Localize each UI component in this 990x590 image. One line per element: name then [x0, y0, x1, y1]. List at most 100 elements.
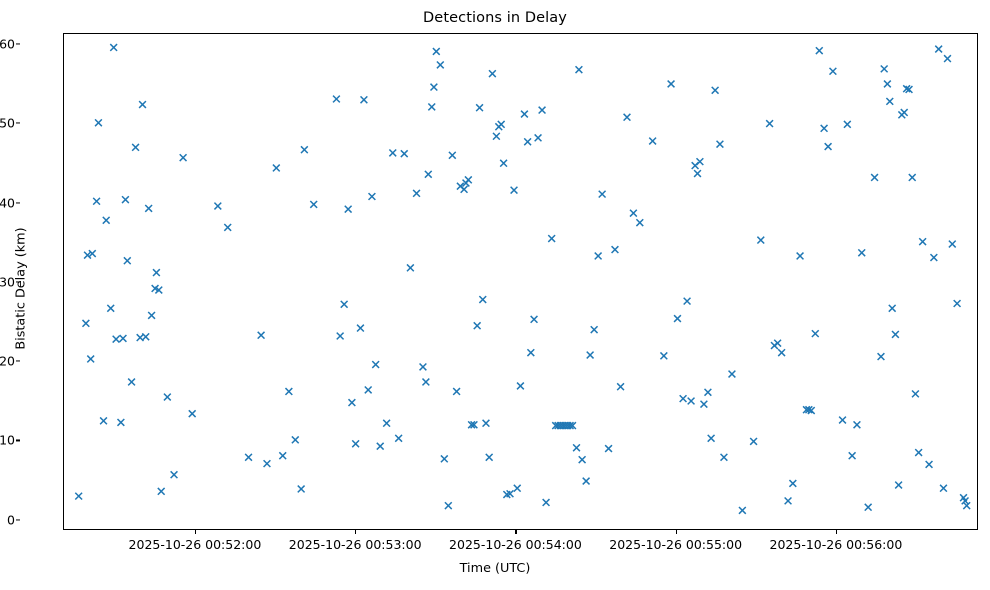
scatter-point [961, 496, 970, 505]
y-tick-mark [16, 122, 20, 124]
scatter-point [223, 223, 232, 232]
scatter-point [828, 67, 837, 76]
scatter-point [376, 442, 385, 451]
scatter-point [460, 185, 469, 194]
scatter-point [914, 448, 923, 457]
y-tick-label: 20 [0, 353, 15, 369]
y-tick-mark [16, 519, 20, 521]
scatter-point [154, 286, 163, 294]
x-tick-label: 2025-10-26 00:54:00 [449, 537, 582, 552]
scatter-point [94, 118, 103, 127]
scatter-point [131, 143, 140, 152]
scatter-point [568, 421, 577, 430]
scatter-point [885, 97, 894, 106]
scatter-point [857, 248, 866, 257]
scatter-point [336, 332, 345, 340]
scatter-point [594, 252, 603, 260]
y-axis: 0 10 20 30 40 50 60 [0, 0, 63, 590]
y-tick-mark [16, 202, 20, 204]
scatter-point [888, 304, 897, 313]
x-tick-label: 2025-10-26 00:52:00 [128, 537, 262, 552]
scatter-point [788, 479, 797, 488]
scatter-point [119, 334, 127, 343]
scatter-point [109, 43, 118, 52]
y-tick-mark [16, 43, 20, 45]
scatter-point [807, 406, 816, 415]
scatter-point [749, 437, 758, 446]
scatter-point [388, 148, 397, 157]
scatter-point [699, 400, 708, 409]
scatter-point [572, 443, 581, 452]
scatter-point [412, 189, 421, 198]
scatter-point [470, 420, 478, 429]
scatter-point [523, 137, 532, 146]
scatter-point [604, 444, 613, 453]
scatter-point [843, 120, 852, 129]
scatter-point [673, 314, 682, 323]
scatter-point [482, 419, 490, 428]
scatter-point [520, 110, 529, 118]
scatter-point [534, 133, 542, 142]
scatter-point [485, 453, 494, 462]
x-tick-mark [835, 530, 837, 534]
scatter-point [421, 378, 430, 386]
scatter-point [400, 149, 409, 158]
y-tick-label: 40 [0, 195, 15, 211]
scatter-point [853, 420, 861, 429]
scatter-point [86, 355, 95, 363]
scatter-point [440, 454, 449, 463]
scatter-point [475, 103, 484, 112]
scatter-point [452, 387, 461, 396]
x-tick-mark [515, 530, 517, 534]
scatter-point [382, 419, 391, 428]
scatter-point [359, 95, 368, 104]
scatter-point [368, 192, 376, 201]
scatter-point [291, 435, 300, 444]
y-tick-label: 30 [0, 274, 15, 290]
scatter-point [513, 484, 522, 493]
scatter-point [213, 202, 222, 210]
scatter-point [116, 418, 125, 427]
scatter-point [659, 351, 668, 360]
scatter-point [683, 297, 692, 306]
scatter-point [765, 119, 774, 128]
scatter-point [356, 324, 365, 333]
scatter-point [121, 195, 130, 204]
scatter-point [728, 370, 736, 378]
scatter-point [574, 65, 583, 74]
scatter-point [918, 237, 927, 246]
scatter-point [687, 397, 696, 405]
scatter-point [332, 95, 341, 103]
scatter-point [894, 481, 903, 489]
scatter-point [566, 421, 575, 430]
scatter-point [444, 501, 453, 510]
scatter-point [720, 453, 728, 462]
x-tick-mark [675, 530, 677, 534]
scatter-point [74, 492, 83, 501]
scatter-point [344, 205, 353, 214]
scatter-point [598, 190, 607, 199]
scatter-point [179, 153, 188, 162]
scatter-point [464, 175, 473, 184]
scatter-point [406, 263, 415, 272]
scatter-point [667, 80, 675, 88]
scatter-point [679, 394, 688, 403]
y-tick-label: 10 [0, 432, 15, 448]
scatter-point [578, 455, 587, 464]
x-tick-label: 2025-10-26 00:55:00 [609, 537, 743, 552]
scatter-point [716, 140, 724, 149]
scatter-point [170, 470, 178, 479]
scatter-point [112, 335, 121, 344]
scatter-point [123, 256, 132, 265]
scatter-point [478, 295, 487, 304]
scatter-point [943, 54, 952, 63]
y-tick-label: 0 [7, 512, 15, 528]
scatter-point [516, 382, 525, 390]
scatter-point [436, 60, 445, 69]
scatter-point [547, 234, 556, 243]
scatter-point [953, 299, 962, 308]
scatter-point [138, 100, 147, 109]
scatter-point [492, 132, 501, 141]
scatter-point [427, 102, 436, 111]
